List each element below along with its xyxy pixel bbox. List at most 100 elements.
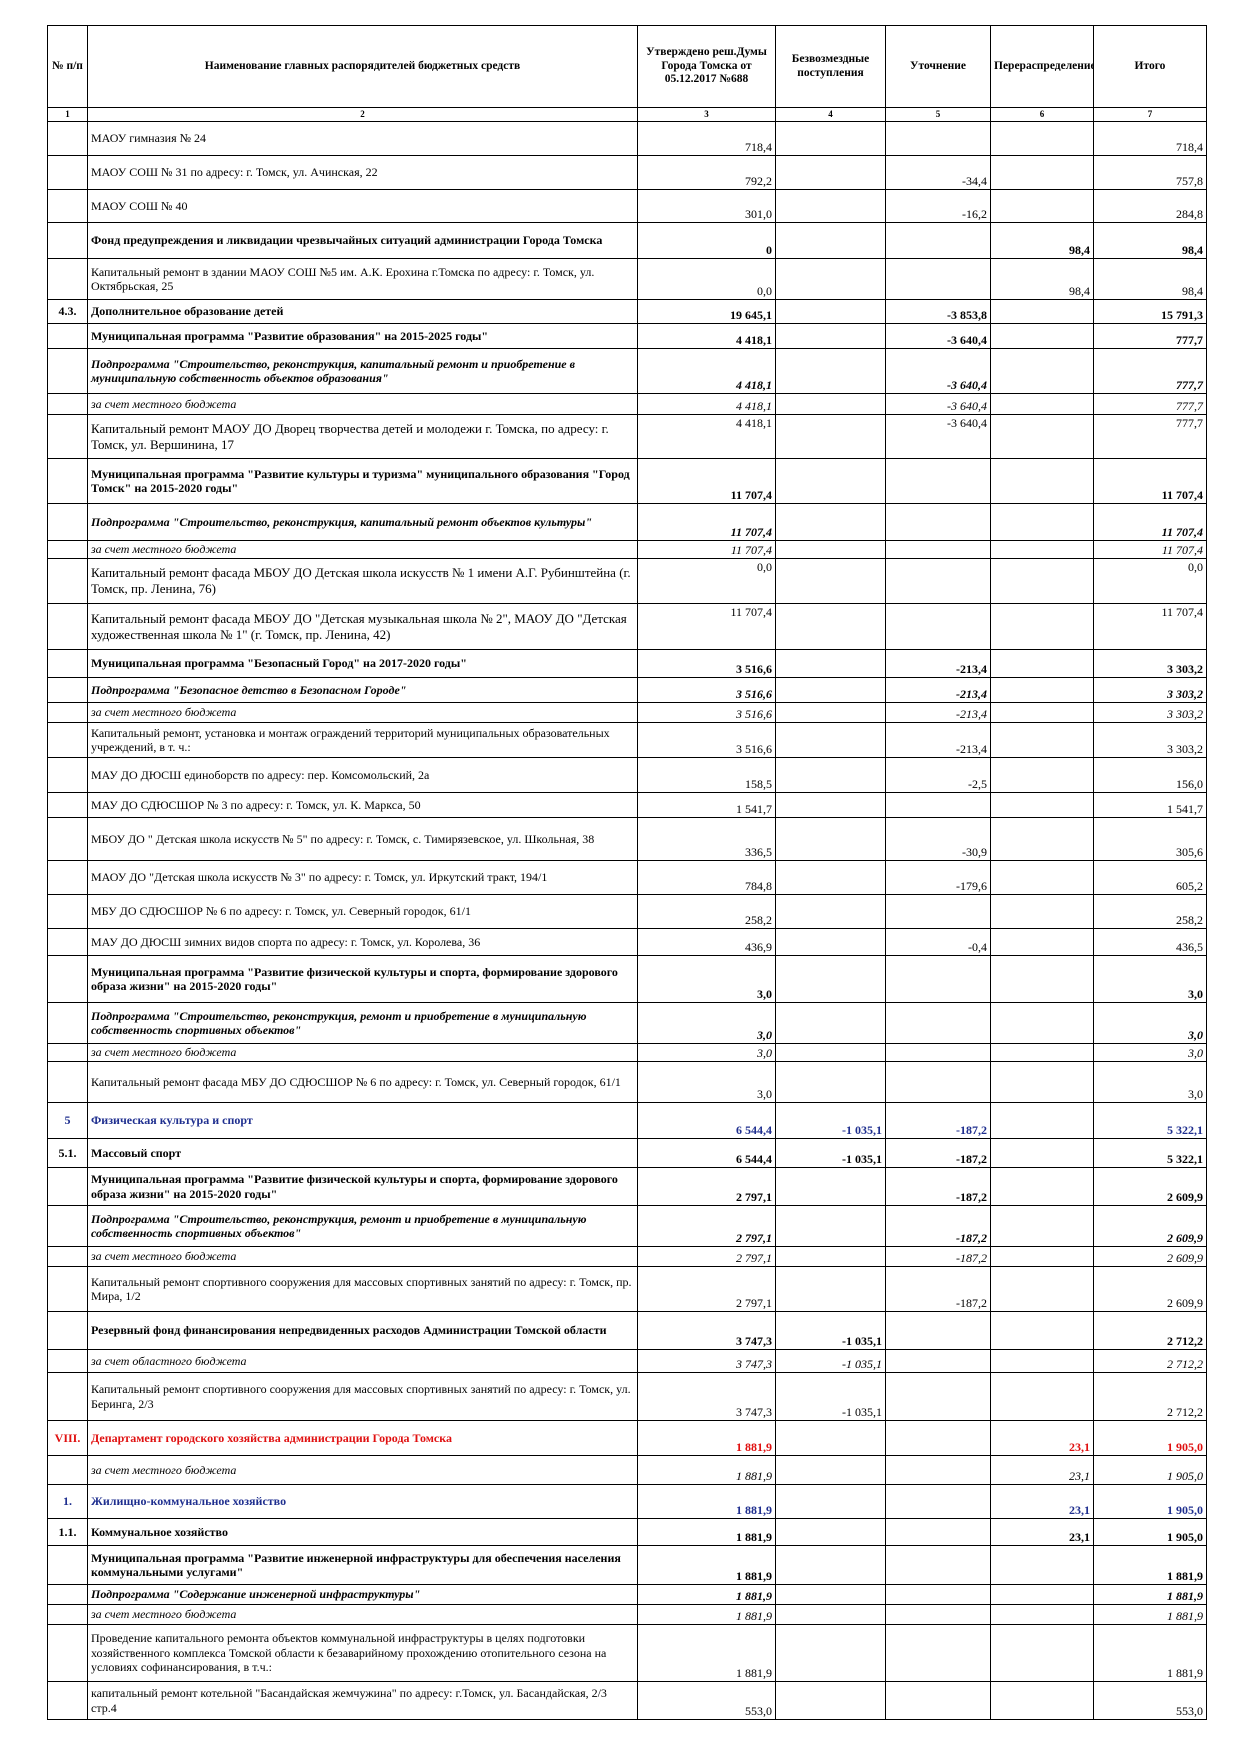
row-number: [47, 1167, 88, 1206]
column-number: 4: [775, 107, 886, 122]
amount-cell: [775, 792, 886, 818]
amount-cell: 757,8: [1093, 155, 1207, 190]
amount-cell: 777,7: [1093, 348, 1207, 394]
amount-cell: [775, 1205, 886, 1247]
table-row: МАУ ДО СДЮСШОР № 3 по адресу: г. Томск, …: [47, 792, 1207, 818]
row-number: [47, 348, 88, 394]
row-number: [47, 1455, 88, 1485]
table-row: Капитальный ремонт спортивного сооружени…: [47, 1372, 1207, 1421]
amount-cell: [885, 540, 991, 559]
amount-cell: [885, 1061, 991, 1103]
row-number: [47, 558, 88, 604]
table-row: 1. Жилищно-коммунальное хозяйство 1 881,9 2…: [47, 1484, 1207, 1519]
amount-cell: 1 881,9: [1093, 1604, 1207, 1625]
row-number: 5.1.: [47, 1138, 88, 1168]
amount-cell: [885, 1311, 991, 1350]
amount-cell: [775, 414, 886, 459]
row-name: Капитальный ремонт фасада МБУ ДО СДЮСШОР…: [87, 1061, 638, 1103]
amount-cell: 98,4: [990, 258, 1094, 300]
column-number: 1: [47, 107, 88, 122]
row-name: МАОУ СОШ № 31 по адресу: г. Томск, ул. А…: [87, 155, 638, 190]
row-name: за счет местного бюджета: [87, 1455, 638, 1485]
amount-cell: 436,5: [1093, 928, 1207, 956]
amount-cell: [775, 1455, 886, 1485]
amount-cell: [775, 1246, 886, 1267]
amount-cell: 258,2: [637, 894, 776, 929]
amount-cell: -213,4: [885, 702, 991, 723]
amount-cell: 23,1: [990, 1484, 1094, 1519]
amount-cell: -0,4: [885, 928, 991, 956]
column-number: 6: [990, 107, 1094, 122]
row-number: [47, 121, 88, 156]
table-body: МАОУ гимназия № 24 718,4 718,4 МАОУ СОШ № 3…: [47, 121, 1207, 1720]
row-name: Муниципальная программа "Безопасный Горо…: [87, 649, 638, 678]
amount-cell: [775, 1061, 886, 1103]
amount-cell: 98,4: [1093, 222, 1207, 259]
row-number: [47, 155, 88, 190]
amount-cell: [775, 1002, 886, 1044]
amount-cell: [990, 792, 1094, 818]
amount-cell: [990, 702, 1094, 723]
amount-cell: -1 035,1: [775, 1349, 886, 1373]
row-name: Проведение капитального ремонта объектов…: [87, 1624, 638, 1682]
amount-cell: [885, 503, 991, 541]
row-number: [47, 1246, 88, 1267]
amount-cell: -187,2: [885, 1138, 991, 1168]
table-row: Капитальный ремонт фасада МБОУ ДО Детска…: [47, 558, 1207, 604]
column-number: 7: [1093, 107, 1207, 122]
row-number: [47, 928, 88, 956]
amount-cell: 1 881,9: [637, 1420, 776, 1456]
amount-cell: 1 905,0: [1093, 1455, 1207, 1485]
row-name: Департамент городского хозяйства админис…: [87, 1420, 638, 1456]
amount-cell: 2 797,1: [637, 1205, 776, 1247]
row-number: [47, 1311, 88, 1350]
amount-cell: [775, 928, 886, 956]
row-number: [47, 1545, 88, 1585]
amount-cell: [885, 121, 991, 156]
row-number: [47, 414, 88, 459]
row-number: [47, 955, 88, 1003]
amount-cell: 258,2: [1093, 894, 1207, 929]
amount-cell: -30,9: [885, 817, 991, 861]
amount-cell: 2 712,2: [1093, 1372, 1207, 1421]
amount-cell: [775, 1484, 886, 1519]
row-name: за счет областного бюджета: [87, 1349, 638, 1373]
table-row: Муниципальная программа "Развитие физиче…: [47, 955, 1207, 1003]
amount-cell: -213,4: [885, 722, 991, 758]
amount-cell: [990, 393, 1094, 415]
amount-cell: [990, 603, 1094, 650]
row-number: 1.1.: [47, 1518, 88, 1546]
amount-cell: 436,9: [637, 928, 776, 956]
row-number: [47, 1584, 88, 1605]
row-name: Подпрограмма "Содержание инженерной инфр…: [87, 1584, 638, 1605]
amount-cell: [990, 1624, 1094, 1682]
amount-cell: -3 640,4: [885, 414, 991, 459]
amount-cell: -187,2: [885, 1102, 991, 1139]
header-cell: № п/п: [47, 25, 88, 108]
amount-cell: [990, 1043, 1094, 1062]
table-row: Муниципальная программа "Безопасный Горо…: [47, 649, 1207, 678]
row-number: [47, 1061, 88, 1103]
amount-cell: [775, 817, 886, 861]
amount-cell: 23,1: [990, 1518, 1094, 1546]
table-row: МБУ ДО СДЮСШОР № 6 по адресу: г. Томск, …: [47, 894, 1207, 929]
table-row: МАОУ СОШ № 40 301,0 -16,2 284,8: [47, 189, 1207, 223]
amount-cell: [990, 323, 1094, 349]
amount-cell: 1 881,9: [637, 1484, 776, 1519]
row-number: 5: [47, 1102, 88, 1139]
amount-cell: [775, 1681, 886, 1720]
row-number: [47, 1604, 88, 1625]
table-row: 5.1. Массовый спорт 6 544,4 -1 035,1 -187,2 5…: [47, 1138, 1207, 1168]
row-name: капитальный ремонт котельной "Басандайск…: [87, 1681, 638, 1720]
amount-cell: [990, 677, 1094, 703]
row-number: [47, 702, 88, 723]
table-row: МАУ ДО ДЮСШ единоборств по адресу: пер. …: [47, 757, 1207, 793]
amount-cell: [990, 1604, 1094, 1625]
table-row: за счет областного бюджета 3 747,3 -1 035,…: [47, 1349, 1207, 1373]
row-number: [47, 1624, 88, 1682]
amount-cell: [990, 458, 1094, 504]
amount-cell: [775, 121, 886, 156]
amount-cell: 284,8: [1093, 189, 1207, 223]
amount-cell: 1 881,9: [1093, 1545, 1207, 1585]
